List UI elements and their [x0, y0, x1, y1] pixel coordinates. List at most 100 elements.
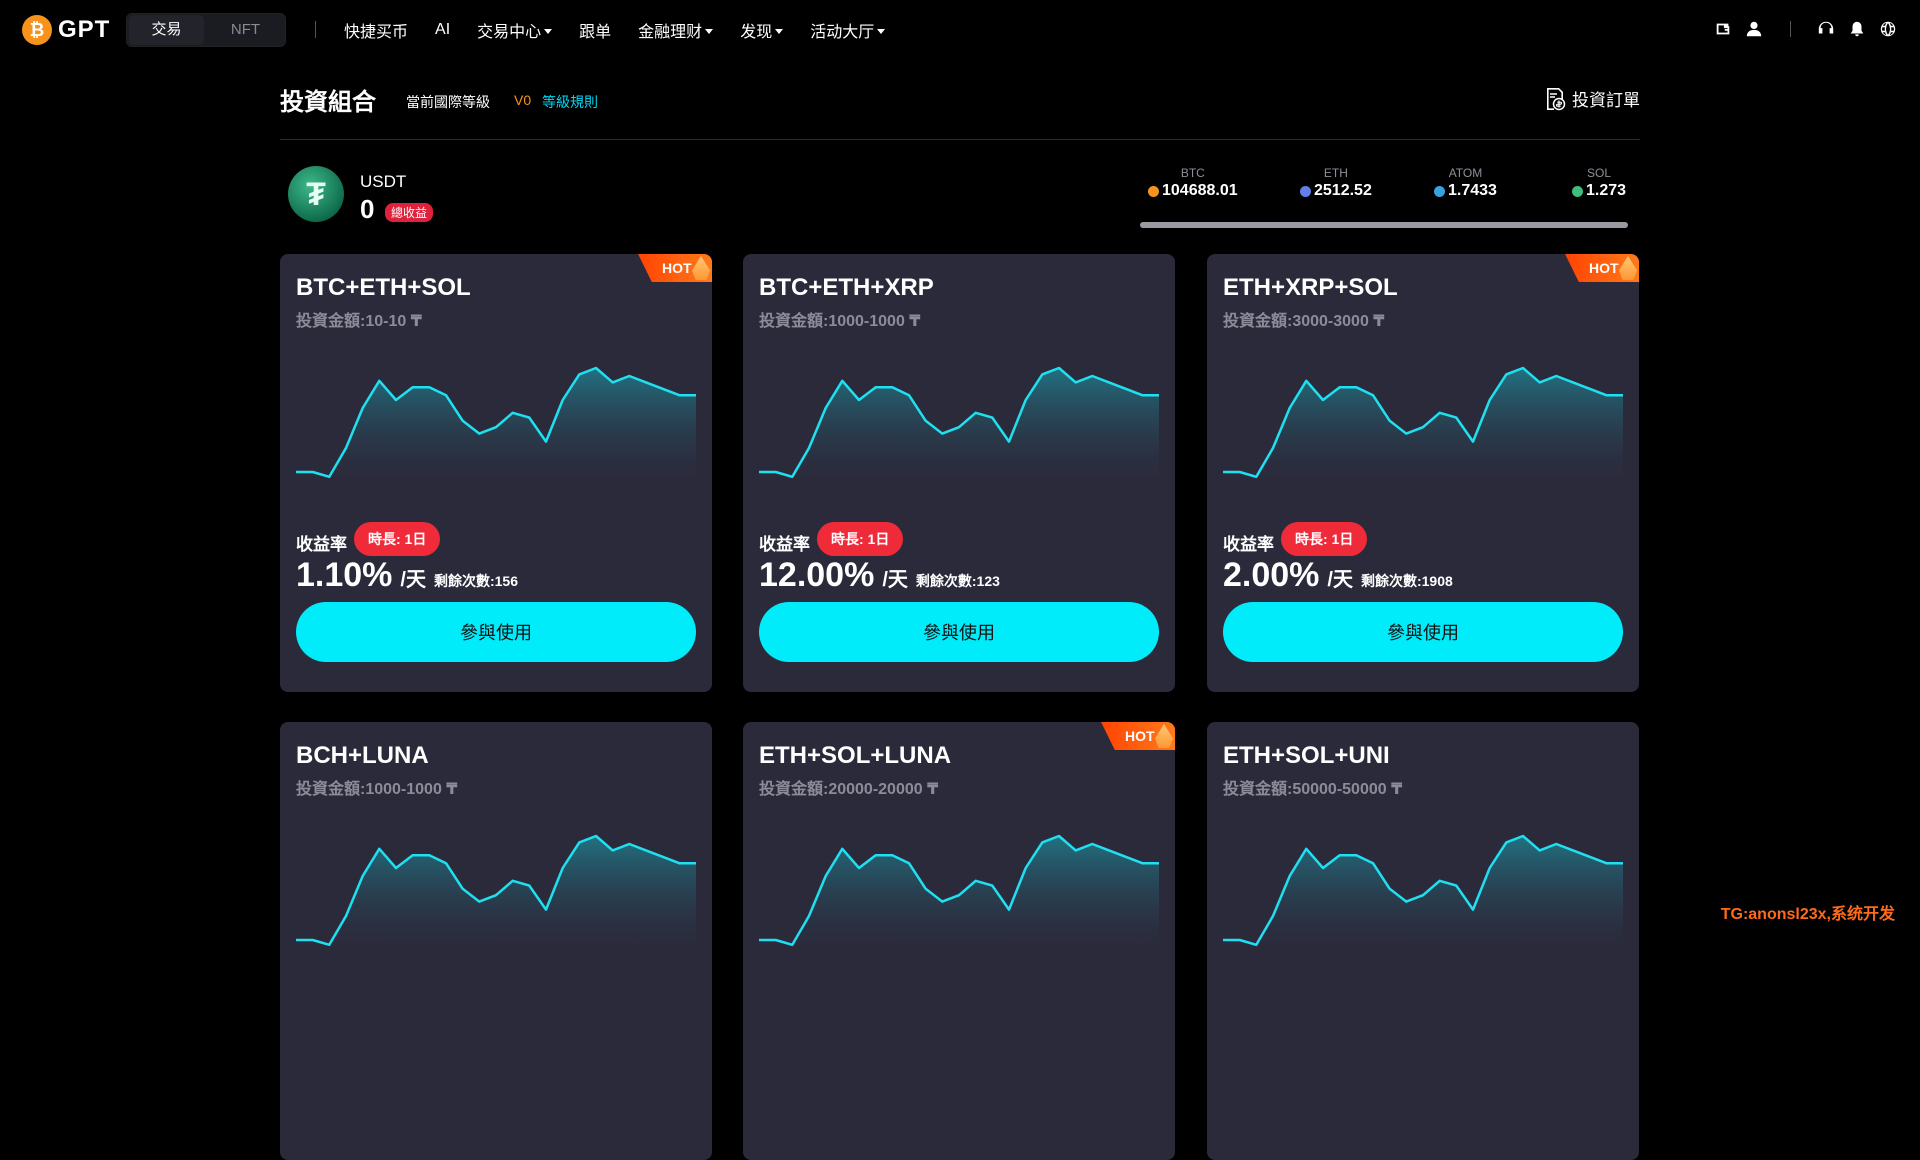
- yield-label: 收益率: [296, 535, 347, 554]
- ticker-item[interactable]: ATOM 1.7433: [1434, 166, 1497, 200]
- card-amount-range: 投資金額:20000-20000 ₸: [759, 781, 939, 798]
- remaining-count: 剩餘次數:1908: [1360, 573, 1453, 589]
- usdt-coin-icon: ₮: [288, 166, 344, 222]
- top-nav: ₿ GPT 交易 NFT 快捷买币 AI 交易中心 跟单 金融理财 发现 活动大厅: [0, 0, 1920, 60]
- orders-label: 投資訂單: [1572, 91, 1640, 110]
- card-amount-range: 投資金額:10-10 ₸: [296, 313, 422, 330]
- yield-value-row: 1.10% /天 剩餘次數:156: [296, 556, 518, 595]
- nav-link[interactable]: 交易中心: [477, 18, 553, 42]
- card-sparkline: [1223, 834, 1623, 948]
- nav-link[interactable]: 快捷买币: [344, 18, 408, 42]
- yield-label: 收益率: [759, 535, 810, 554]
- hot-badge: HOT: [1101, 722, 1175, 750]
- seg-nft-button[interactable]: NFT: [230, 21, 261, 38]
- hot-label: HOT: [1589, 260, 1619, 276]
- ticker-price-row: 104688.01: [1148, 182, 1238, 200]
- divider: [1790, 21, 1791, 37]
- sparkline-line: [759, 366, 1159, 479]
- product-card[interactable]: HOT BTC+ETH+SOL 投資金額:10-10 ₸ 收益率 時長: 1日 1.10%…: [280, 254, 712, 692]
- yield-value-row: 12.00% /天 剩餘次數:123: [759, 556, 1000, 595]
- page-title: 投資組合: [280, 89, 376, 116]
- join-button[interactable]: 參與使用: [759, 602, 1159, 662]
- sparkline-line: [1223, 834, 1623, 947]
- sparkline-line: [759, 834, 1159, 947]
- flame-icon: [1619, 256, 1637, 280]
- headset-icon[interactable]: [1816, 19, 1836, 39]
- caret-down-icon: [877, 28, 886, 34]
- sparkline-area: [759, 368, 1159, 480]
- bitcoin-logo-icon: ₿: [22, 15, 52, 45]
- remaining-count: 剩餘次數:156: [433, 573, 518, 589]
- nav-link-label: 发现: [740, 24, 773, 41]
- caret-down-icon: [705, 28, 714, 34]
- ticker-scrollbar[interactable]: [1140, 222, 1628, 228]
- orders-icon: [1547, 87, 1566, 110]
- nav-link-label: 交易中心: [477, 24, 542, 41]
- card-sparkline: [296, 834, 696, 948]
- product-card[interactable]: BTC+ETH+XRP 投資金額:1000-1000 ₸ 收益率 時長: 1日 12.0…: [743, 254, 1175, 692]
- join-button[interactable]: 參與使用: [296, 602, 696, 662]
- user-icon[interactable]: [1744, 19, 1764, 39]
- logo[interactable]: ₿ GPT: [22, 15, 110, 45]
- yield-unit: /天: [882, 569, 908, 591]
- nav-link-label: 金融理财: [638, 24, 703, 41]
- yield-value: 12.00%: [759, 556, 875, 594]
- ticker-item[interactable]: SOL 1.273: [1572, 166, 1626, 200]
- product-card[interactable]: ETH+SOL+UNI 投資金額:50000-50000 ₸: [1207, 722, 1639, 1160]
- coin-icon: [1434, 185, 1445, 197]
- caret-down-icon: [544, 28, 553, 34]
- caret-down-icon: [775, 28, 784, 34]
- ticker-item[interactable]: ETH 2512.52: [1300, 166, 1372, 200]
- nav-link[interactable]: 金融理财: [638, 18, 714, 42]
- logo-text: GPT: [58, 16, 111, 43]
- nav-icons: [1702, 17, 1898, 41]
- wallet-icon[interactable]: [1713, 19, 1733, 39]
- ticker-price-row: 1.273: [1572, 182, 1626, 200]
- nav-links: 快捷买币 AI 交易中心 跟单 金融理财 发现 活动大厅: [344, 0, 912, 60]
- product-card[interactable]: HOT ETH+SOL+LUNA 投資金額:20000-20000 ₸: [743, 722, 1175, 1160]
- nav-link[interactable]: 跟单: [579, 18, 611, 42]
- price-ticker: BTC 104688.01 ETH 2512.52 ATOM 1.7433 SOL 1.273: [1140, 166, 1640, 216]
- duration-badge: 時長: 1日: [817, 522, 904, 556]
- level-rules-link[interactable]: 等級規則: [542, 94, 598, 110]
- ticker-symbol: ATOM: [1448, 166, 1483, 180]
- card-amount-range: 投資金額:3000-3000 ₸: [1223, 313, 1385, 330]
- card-title: ETH+XRP+SOL: [1223, 274, 1398, 301]
- sparkline-area: [296, 836, 696, 948]
- sparkline-area: [759, 836, 1159, 948]
- nav-link[interactable]: 发现: [740, 18, 784, 42]
- sparkline-area: [296, 368, 696, 480]
- bell-icon[interactable]: [1847, 19, 1867, 39]
- flame-icon: [1155, 724, 1173, 748]
- sparkline-line: [296, 834, 696, 947]
- seg-trade-button[interactable]: 交易: [129, 15, 204, 45]
- join-button[interactable]: 參與使用: [1223, 602, 1623, 662]
- sparkline-line: [296, 366, 696, 479]
- product-card[interactable]: BCH+LUNA 投資金額:1000-1000 ₸: [280, 722, 712, 1160]
- yield-unit: /天: [1327, 569, 1353, 591]
- card-sparkline: [296, 366, 696, 480]
- ticker-price-row: 2512.52: [1300, 182, 1372, 200]
- duration-badge: 時長: 1日: [1281, 522, 1368, 556]
- nav-link[interactable]: AI: [435, 21, 450, 39]
- product-card[interactable]: HOT ETH+XRP+SOL 投資金額:3000-3000 ₸ 收益率 時長: 1日 2…: [1207, 254, 1639, 692]
- ticker-symbol: SOL: [1587, 166, 1612, 180]
- flame-icon: [692, 256, 710, 280]
- card-amount-range: 投資金額:1000-1000 ₸: [296, 781, 458, 798]
- nav-link-label: 快捷买币: [344, 24, 409, 41]
- nav-link[interactable]: 活动大厅: [810, 18, 886, 42]
- investment-orders-button[interactable]: 投資訂單: [1544, 86, 1640, 111]
- hot-label: HOT: [662, 260, 692, 276]
- card-title: BCH+LUNA: [296, 742, 429, 769]
- yield-value: 1.10%: [296, 556, 393, 594]
- portfolio-summary: ₮ USDT 0 總收益 BTC 104688.01 ETH 2512.52 ATOM 1…: [280, 160, 1640, 230]
- duration-badge: 時長: 1日: [354, 522, 441, 556]
- ticker-item[interactable]: BTC 104688.01: [1148, 166, 1238, 200]
- globe-icon[interactable]: [1878, 19, 1898, 39]
- yield-value-row: 2.00% /天 剩餘次數:1908: [1223, 556, 1453, 595]
- market-switch: 交易 NFT: [126, 13, 286, 47]
- divider: [315, 21, 316, 38]
- sparkline-area: [1223, 836, 1623, 948]
- card-sparkline: [759, 366, 1159, 480]
- card-title: ETH+SOL+LUNA: [759, 742, 952, 769]
